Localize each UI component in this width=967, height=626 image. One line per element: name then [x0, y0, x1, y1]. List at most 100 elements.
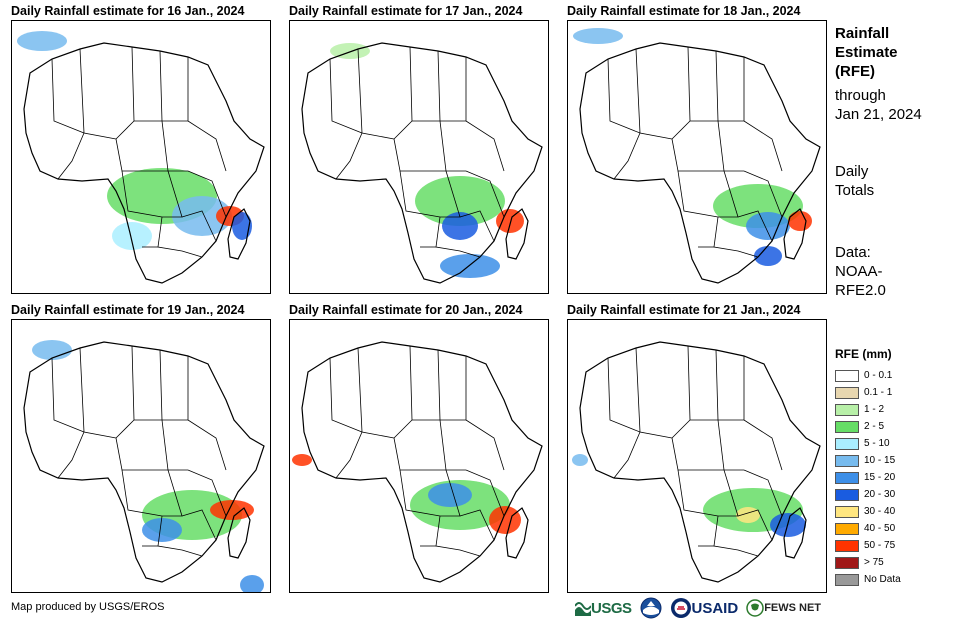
africa-map-svg	[17, 31, 265, 284]
country-border	[79, 347, 117, 439]
country-border	[439, 419, 466, 471]
rainfall-area	[489, 506, 521, 534]
legend-label: 30 - 40	[864, 506, 896, 517]
usgs-wave-icon	[575, 602, 591, 616]
legend-row: No Data	[835, 571, 901, 588]
country-border	[57, 431, 85, 479]
country-border	[465, 170, 505, 218]
country-border	[357, 48, 395, 140]
panel-title: Daily Rainfall estimate for 19 Jan., 202…	[11, 303, 245, 317]
country-border	[635, 347, 673, 439]
rainfall-area	[232, 212, 252, 240]
title-line: Rainfall	[835, 25, 890, 42]
data-line: RFE2.0	[835, 282, 886, 299]
country-border	[399, 170, 441, 218]
country-border	[161, 419, 188, 471]
country-border	[743, 120, 783, 172]
country-border	[115, 138, 168, 172]
country-border	[161, 120, 188, 172]
legend-swatch	[835, 386, 859, 399]
legend-row: 40 - 50	[835, 520, 901, 537]
legend-row: 10 - 15	[835, 452, 901, 469]
fews-net-logo: FEWS NET	[746, 599, 821, 617]
legend-swatch	[835, 420, 859, 433]
rainfall-map	[567, 319, 827, 593]
country-border	[435, 216, 481, 258]
legend-label: 40 - 50	[864, 523, 896, 534]
daily-totals-note: Daily Totals	[835, 162, 874, 200]
panel-title: Daily Rainfall estimate for 16 Jan., 202…	[11, 4, 245, 18]
rainfall-area	[240, 575, 264, 592]
madagascar-coastline	[783, 208, 807, 260]
country-border	[459, 509, 495, 541]
legend-row: > 75	[835, 554, 901, 571]
country-border	[393, 138, 446, 172]
country-border	[635, 48, 673, 140]
country-border	[743, 469, 783, 517]
country-border	[134, 50, 163, 122]
rainfall-area	[428, 483, 472, 507]
legend-row: 1 - 2	[835, 401, 901, 418]
agency-logos: USGS USAID FEWS NET	[575, 596, 829, 620]
title-line: Estimate	[835, 44, 898, 61]
legend-swatch	[835, 369, 859, 382]
country-border	[357, 347, 395, 439]
rainfall-map	[11, 20, 271, 294]
rainfall-area	[292, 454, 312, 466]
legend-label: 0 - 0.1	[864, 370, 893, 381]
country-border	[677, 469, 719, 517]
legend-row: 30 - 40	[835, 503, 901, 520]
africa-map-svg	[301, 42, 543, 284]
country-border	[613, 132, 641, 180]
country-border	[439, 120, 466, 172]
country-border	[717, 120, 744, 172]
legend-swatch	[835, 573, 859, 586]
usgs-logo: USGS	[575, 600, 632, 617]
legend-rows: 0 - 0.1 0.1 - 1 1 - 2 2 - 5 5 - 10 10 - 15 15 …	[835, 367, 901, 588]
country-border	[115, 46, 135, 140]
legend-label: 10 - 15	[864, 455, 896, 466]
rainfall-area	[736, 507, 760, 523]
legend-swatch	[835, 437, 859, 450]
country-border	[187, 419, 227, 471]
country-border	[737, 210, 773, 242]
data-line: Data:	[835, 244, 871, 261]
panel-title: Daily Rainfall estimate for 20 Jan., 202…	[289, 303, 523, 317]
legend-swatch	[835, 488, 859, 501]
panel-title: Daily Rainfall estimate for 21 Jan., 202…	[567, 303, 801, 317]
map-credit: Map produced by USGS/EROS	[11, 601, 165, 613]
rainfall-area	[442, 212, 478, 240]
legend-row: 20 - 30	[835, 486, 901, 503]
through-value: Jan 21, 2024	[835, 106, 922, 123]
country-border	[671, 345, 691, 439]
legend-label: 50 - 75	[864, 540, 896, 551]
country-border	[671, 46, 691, 140]
africa-map-svg	[23, 340, 265, 592]
usaid-logo-text: USAID	[691, 599, 739, 617]
legend-title: RFE (mm)	[835, 347, 892, 361]
country-border	[677, 170, 719, 218]
country-border	[718, 57, 745, 122]
noaa-logo	[640, 597, 662, 619]
country-border	[51, 357, 85, 433]
legend-label: 5 - 10	[864, 438, 890, 449]
country-border	[79, 48, 117, 140]
madagascar-coastline	[505, 208, 529, 260]
country-border	[181, 509, 217, 541]
country-border	[335, 431, 363, 479]
country-border	[187, 120, 227, 172]
rainfall-area	[440, 254, 500, 278]
country-border	[115, 437, 168, 471]
legend-swatch	[835, 556, 859, 569]
country-border	[115, 345, 135, 439]
rainfall-map	[11, 319, 271, 593]
country-border	[134, 349, 163, 421]
rainfall-area	[172, 196, 232, 236]
country-border	[690, 50, 719, 122]
country-border	[412, 349, 441, 421]
data-line: NOAA-	[835, 263, 883, 280]
legend-swatch	[835, 454, 859, 467]
country-border	[187, 469, 227, 517]
rainfall-area	[415, 176, 505, 226]
country-border	[187, 170, 227, 218]
